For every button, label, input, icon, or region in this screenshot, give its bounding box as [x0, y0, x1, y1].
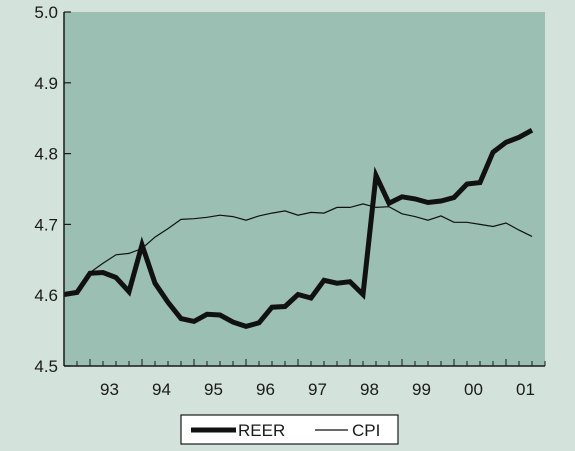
- x-tick-label: 96: [256, 380, 275, 399]
- legend-cpi-label: CPI: [352, 421, 380, 440]
- x-tick-label: 00: [464, 380, 483, 399]
- series-line-reer: [63, 128, 534, 330]
- x-tick-label: 97: [308, 380, 327, 399]
- legend-reer-label: REER: [238, 421, 285, 440]
- x-tick-label: 93: [100, 380, 119, 399]
- y-axis: 4.5 4.6 4.7 4.8 4.9 5.0: [34, 3, 71, 376]
- x-tick-label: 95: [204, 380, 223, 399]
- y-tick-label: 4.8: [34, 145, 58, 164]
- series-line-cpi: [63, 203, 533, 296]
- y-tick-label: 4.6: [34, 286, 58, 305]
- y-tick-label: 4.7: [34, 215, 58, 234]
- x-axis: 93 94 95 96 97 98 99 00 01: [63, 359, 546, 399]
- x-tick-label: 98: [360, 380, 379, 399]
- series-lines: [63, 128, 534, 330]
- x-tick-label: 01: [516, 380, 535, 399]
- legend: REER CPI: [180, 414, 399, 445]
- y-tick-label: 4.9: [34, 74, 58, 93]
- x-tick-label: 99: [412, 380, 431, 399]
- x-tick-label: 94: [152, 380, 171, 399]
- y-tick-label: 4.5: [34, 357, 58, 376]
- plot-area: [64, 12, 545, 366]
- y-tick-label: 5.0: [34, 3, 58, 22]
